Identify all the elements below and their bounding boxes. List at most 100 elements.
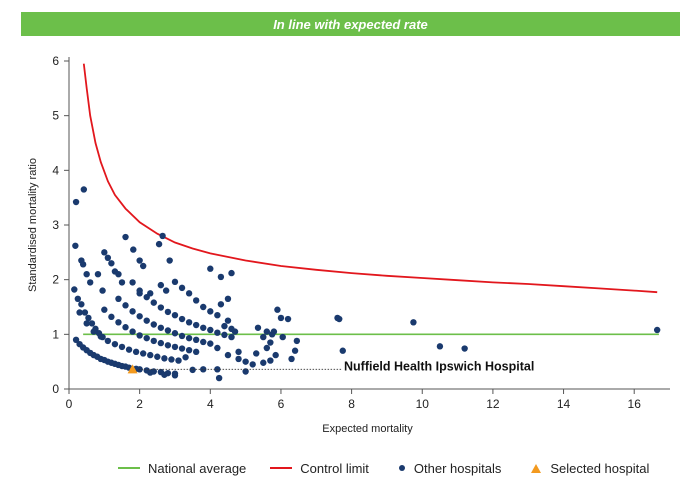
other-hospital-point [200,303,207,311]
other-hospital-point [189,366,196,374]
other-hospital-point [157,304,165,311]
other-hospital-point [122,302,129,309]
other-hospital-point [81,309,89,316]
x-tick-label: 16 [628,397,642,411]
other-hospital-point [185,346,193,354]
other-hospital-point [254,324,262,331]
other-hospital-point [224,317,232,324]
other-hospital-point [192,297,200,304]
other-hospital-point [155,240,163,248]
y-tick-label: 4 [52,163,59,177]
other-hospital-point [284,315,292,323]
other-hospital-point [143,334,150,342]
other-hospital-point [72,242,79,249]
other-hospital-point [76,309,83,316]
other-hospital-point [78,301,85,308]
other-hospital-point [192,321,200,329]
other-hospital-point [192,336,200,343]
other-hospital-point [215,374,223,382]
other-hospital-point [115,319,122,326]
other-hospital-point [164,308,172,316]
other-hospital-point [164,342,172,349]
legend-item-other-hospitals: Other hospitals [393,461,501,476]
other-hospital-point [235,348,242,356]
other-hospital-point [104,337,112,345]
other-hospital-point [242,368,249,375]
other-hospital-point [166,257,173,264]
other-hospital-point [207,308,214,315]
other-hospital-point [171,372,179,379]
y-tick-label: 5 [52,109,59,123]
selected-hospital-marker [127,364,138,374]
other-hospital-point [231,328,239,335]
other-hospital-point [157,339,165,347]
other-hospital-point [214,344,221,352]
other-hospital-point [168,356,175,363]
legend-label-national-average: National average [148,460,247,476]
other-hospital-point [79,261,87,268]
other-hospital-point [221,331,228,339]
other-hospital-point [214,312,221,319]
other-hospital-point [228,333,235,341]
other-hospital-point [207,340,214,347]
legend-label-other-hospitals: Other hospitals [413,460,502,476]
other-hospital-point [164,327,172,334]
other-hospital-point [171,278,179,286]
legend-label-control-limit: Control limit [300,460,369,476]
other-hospital-point [178,332,186,340]
national-average-swatch [118,467,140,469]
other-hospital-point [101,249,108,256]
banner-text: In line with expected rate [273,16,428,32]
other-hospital-point [410,319,417,326]
other-hospital-point [267,339,274,346]
other-hospital-point [260,359,267,366]
other-hospital-point [85,314,92,322]
other-hospital-point [118,279,126,286]
legend-label-selected-hospital: Selected hospital [550,460,650,476]
y-axis-label: Standardised mortality ratio [27,158,39,292]
other-hospital-point [161,355,168,362]
other-hospital-point [139,262,147,270]
other-hospital-point [136,313,143,320]
other-hospital-point [185,334,193,342]
other-hospital-point [115,295,122,302]
other-hospital-point [653,326,661,334]
other-hospital-point [86,279,94,286]
other-hospital-point [129,328,136,335]
y-tick-label: 0 [52,382,59,396]
other-hospital-point [104,254,112,261]
other-hospital-point [108,313,115,321]
other-hospital-point [115,271,122,278]
other-hospital-point [436,343,444,350]
other-hospital-point [263,328,271,335]
other-hospital-point [88,320,96,327]
other-hospital-point [185,319,193,326]
other-hospital-point [90,328,97,335]
other-hospital-point [253,350,260,357]
other-hospital-point [136,257,143,264]
other-hospital-point [136,332,143,339]
other-hospital-point [157,324,165,331]
other-hospital-point [129,279,136,286]
other-hospital-point [178,315,186,323]
other-hospital-point [125,346,133,353]
other-hospital-point [143,317,150,324]
other-hospital-point [217,301,225,308]
other-hospital-point [101,306,108,313]
legend-item-national-average: National average [118,461,246,476]
other-hospital-point [217,273,225,281]
other-hospital-point [150,299,157,306]
other-hospital-point [71,286,78,293]
other-hospital-point [274,306,281,313]
x-tick-label: 2 [136,397,143,411]
other-hospital-point [461,345,468,352]
x-tick-label: 10 [416,397,430,411]
other-hospital-point [260,333,267,341]
other-hospital-point [150,337,157,345]
other-hospital-point [72,336,80,343]
other-hospital-point [154,353,161,360]
other-hospital-point [192,348,200,356]
other-hospital-point [272,351,279,359]
other-hospital-point [97,333,104,340]
other-hospital-point [279,333,286,341]
